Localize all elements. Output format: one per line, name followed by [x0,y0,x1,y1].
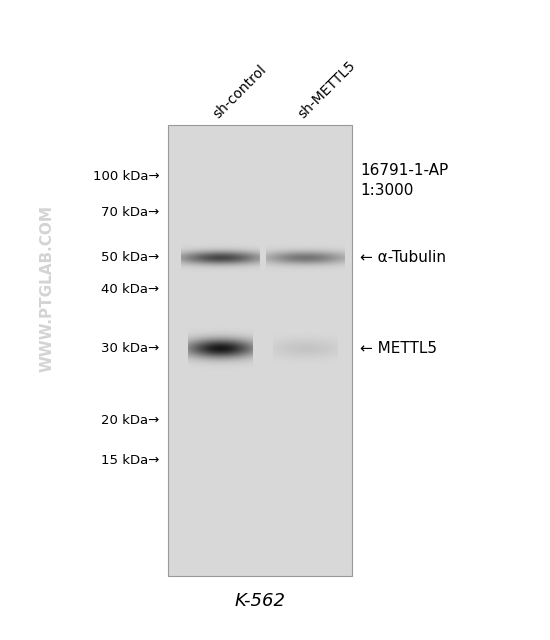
Text: 30 kDa→: 30 kDa→ [101,342,160,355]
Text: ← METTL5: ← METTL5 [360,340,437,356]
Text: sh-METTL5: sh-METTL5 [295,59,358,122]
Text: K-562: K-562 [234,592,285,610]
Text: 100 kDa→: 100 kDa→ [93,170,160,183]
Bar [168,125,352,576]
Text: WWW.PTGLAB.COM: WWW.PTGLAB.COM [39,205,54,371]
Text: ← α-Tubulin: ← α-Tubulin [360,250,446,266]
Text: 40 kDa→: 40 kDa→ [101,283,160,296]
Text: 16791-1-AP
1:3000: 16791-1-AP 1:3000 [360,163,448,198]
Text: 15 kDa→: 15 kDa→ [101,454,160,467]
Text: sh-control: sh-control [210,63,269,122]
Text: 20 kDa→: 20 kDa→ [101,414,160,427]
Text: 70 kDa→: 70 kDa→ [101,206,160,220]
Text: 50 kDa→: 50 kDa→ [101,252,160,264]
